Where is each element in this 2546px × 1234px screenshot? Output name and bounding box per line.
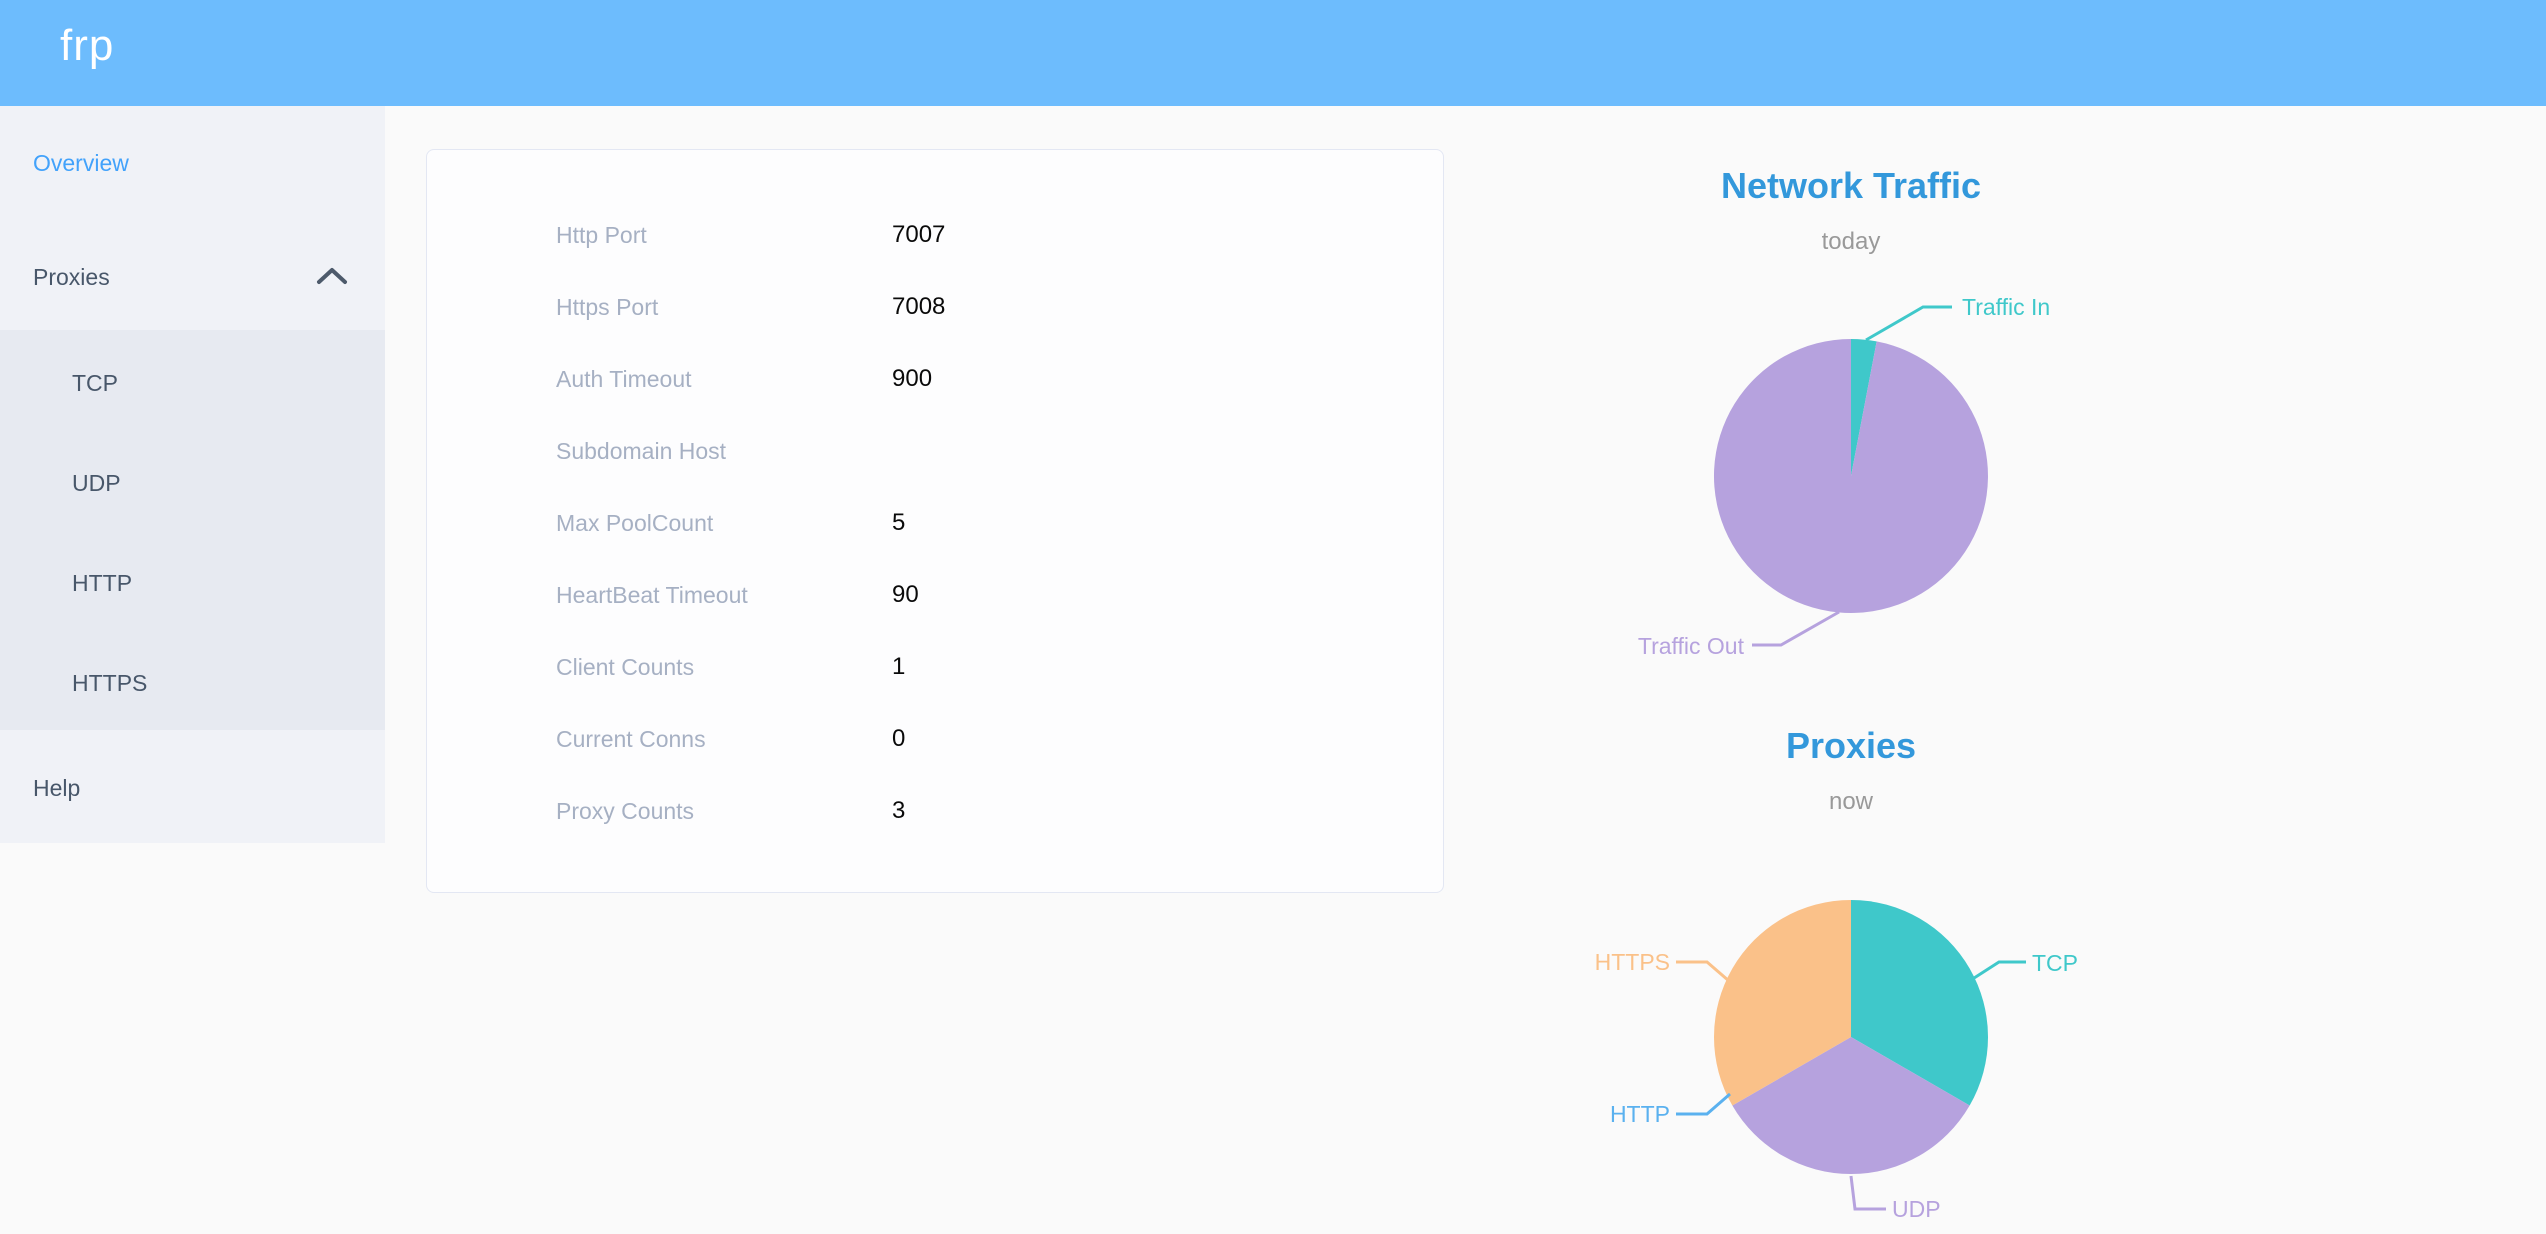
sidebar-item-tcp[interactable]: TCP <box>0 354 385 412</box>
row-value: 0 <box>892 725 906 752</box>
row-value: 90 <box>892 581 919 608</box>
row-label: Max PoolCount <box>556 509 714 536</box>
table-row: Max PoolCount 5 <box>427 487 1443 559</box>
row-value: 900 <box>892 365 933 392</box>
sidebar-item-label: Overview <box>33 150 129 176</box>
row-label: HeartBeat Timeout <box>556 581 748 608</box>
table-row: Http Port 7007 <box>427 199 1443 271</box>
table-row: Https Port 7008 <box>427 271 1443 343</box>
row-label: Current Conns <box>556 725 706 752</box>
proxies-pie[interactable]: TCP UDP HTTP HTTPS <box>1471 700 2231 1234</box>
row-value: 1 <box>892 653 906 680</box>
pie-slice-tcp[interactable] <box>1851 900 1989 1106</box>
label-line-https <box>1676 960 1730 983</box>
slice-label-traffic-out: Traffic Out <box>1638 633 1745 659</box>
sidebar-item-help[interactable]: Help <box>0 759 385 817</box>
chevron-up-icon <box>316 265 348 289</box>
frp-logo: frp <box>60 21 115 70</box>
label-line-tcp <box>1970 960 2026 982</box>
label-line-http <box>1676 1092 1731 1116</box>
sidebar-item-proxies[interactable]: Proxies <box>0 248 385 306</box>
row-label: Client Counts <box>556 653 695 680</box>
chart-title: Proxies <box>1785 725 1917 766</box>
table-row: Subdomain Host <box>427 415 1443 487</box>
sidebar-item-label: HTTP <box>72 570 133 596</box>
table-row: Proxy Counts 3 <box>427 775 1443 847</box>
slice-label-traffic-in: Traffic In <box>1962 294 2050 320</box>
table-row: Current Conns 0 <box>427 703 1443 775</box>
row-label: Http Port <box>556 221 647 248</box>
network-traffic-pie[interactable]: Traffic In Traffic Out <box>1471 140 2231 680</box>
sidebar-item-label: Proxies <box>33 264 110 290</box>
pie-slice-udp[interactable] <box>1732 1037 1970 1175</box>
row-label: Proxy Counts <box>556 797 695 824</box>
label-line-udp <box>1849 1175 1886 1211</box>
sidebar-item-label: UDP <box>72 470 121 496</box>
table-row: Client Counts 1 <box>427 631 1443 703</box>
table-row: Auth Timeout 900 <box>427 343 1443 415</box>
sidebar: Overview Proxies TCP UDP HTTP HTTPS Help <box>0 106 385 843</box>
row-label: Auth Timeout <box>556 365 692 392</box>
proxies-submenu: TCP UDP HTTP HTTPS <box>0 330 385 730</box>
slice-label-udp: UDP <box>1892 1196 1941 1222</box>
chart-title: Network Traffic <box>1720 165 1982 206</box>
row-value: 3 <box>892 797 906 824</box>
row-label: Https Port <box>556 293 659 320</box>
sidebar-item-label: Help <box>33 775 81 801</box>
label-line-traffic-out <box>1752 610 1840 647</box>
chart-subtitle: today <box>1821 228 1881 255</box>
sidebar-item-http[interactable]: HTTP <box>0 554 385 612</box>
sidebar-item-label: TCP <box>72 370 118 396</box>
slice-label-http: HTTP <box>1610 1101 1670 1127</box>
row-value: 5 <box>892 509 906 536</box>
pie-slice-traffic-in[interactable] <box>1851 339 1877 476</box>
slice-label-https: HTTPS <box>1595 949 1670 975</box>
sidebar-item-udp[interactable]: UDP <box>0 454 385 512</box>
sidebar-item-label: HTTPS <box>72 670 148 696</box>
sidebar-item-overview[interactable]: Overview <box>0 134 385 192</box>
pie-slice-traffic-out[interactable] <box>1713 339 1988 613</box>
chart-subtitle: now <box>1828 788 1874 815</box>
label-line-traffic-in <box>1865 305 1952 342</box>
app-header: frp <box>0 0 2546 106</box>
pie-slice-https[interactable] <box>1713 900 1851 1106</box>
row-value: 7008 <box>892 293 946 320</box>
sidebar-item-https[interactable]: HTTPS <box>0 654 385 712</box>
server-info-card: Http Port 7007 Https Port 7008 Auth Time… <box>426 149 1444 893</box>
server-info-rows: Http Port 7007 Https Port 7008 Auth Time… <box>427 199 1443 847</box>
proxies-chart: Proxies now TCP UDP HTTP HTTPS <box>1471 700 2231 1234</box>
slice-label-tcp: TCP <box>2032 950 2078 976</box>
table-row: HeartBeat Timeout 90 <box>427 559 1443 631</box>
row-value: 7007 <box>892 221 946 248</box>
row-label: Subdomain Host <box>556 437 727 464</box>
network-traffic-chart: Network Traffic today Traffic In Traffic… <box>1471 140 2231 680</box>
